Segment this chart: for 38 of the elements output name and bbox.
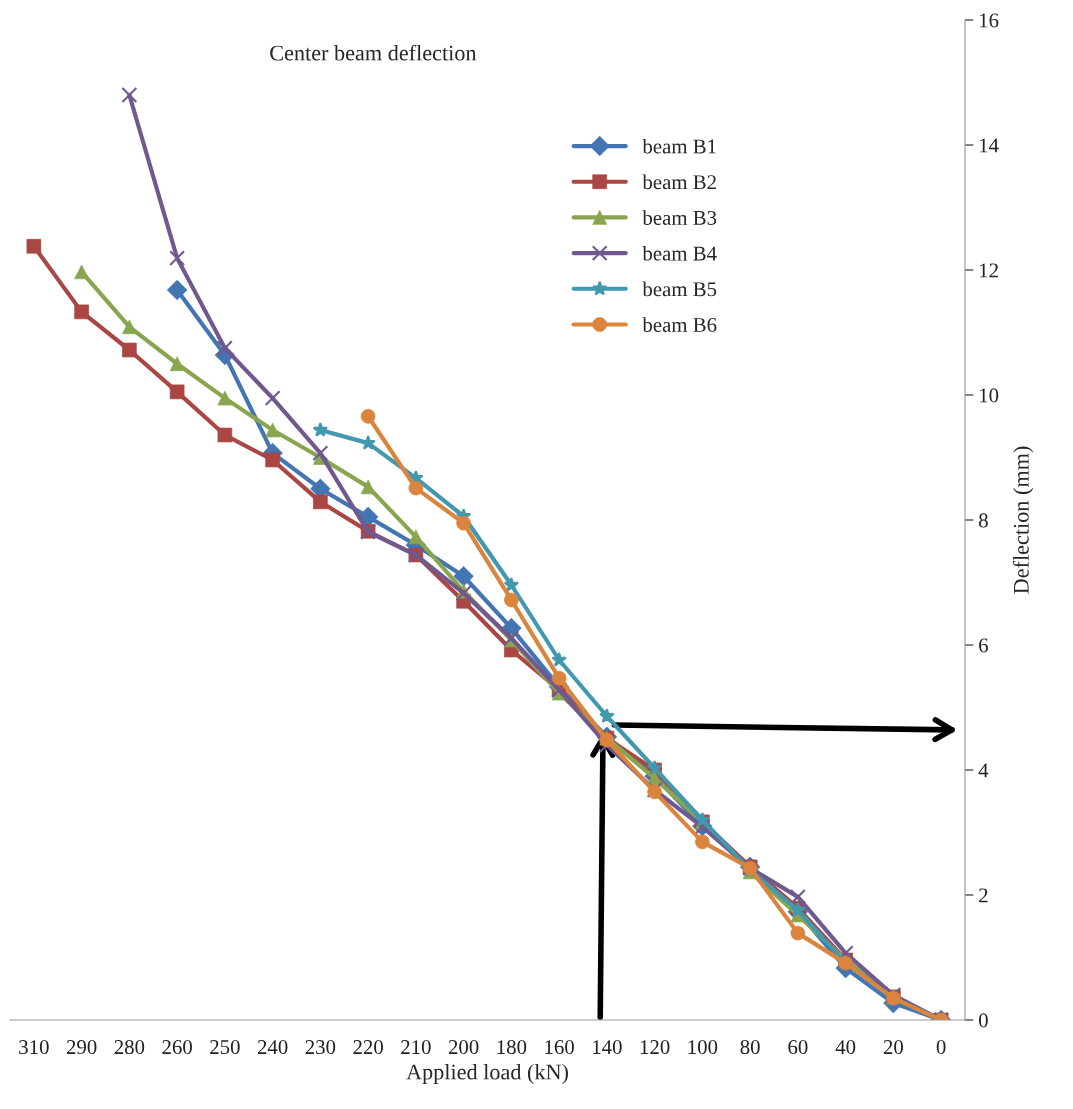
x-tick-label: 100 xyxy=(688,1040,718,1055)
legend-label: beam B5 xyxy=(642,281,717,297)
y-tick-label: 12 xyxy=(980,263,998,278)
legend-label: beam B4 xyxy=(642,245,717,261)
y-tick-label: 6 xyxy=(979,638,988,653)
text: Center beam deflection xyxy=(270,44,477,61)
legend-label: beam B1 xyxy=(642,138,716,154)
x-tick-label: 0 xyxy=(936,1040,946,1055)
y-tick-label: 8 xyxy=(978,513,988,528)
y-tick-label: 0 xyxy=(978,1013,988,1028)
y-tick-label: 4 xyxy=(978,763,989,778)
x-tick-label: 20 xyxy=(883,1040,903,1055)
x-tick-label: 40 xyxy=(835,1040,856,1055)
x-tick-label: 210 xyxy=(401,1040,431,1055)
x-tick-label: 60 xyxy=(788,1040,808,1055)
legend-label: beam B6 xyxy=(642,317,717,332)
y-axis-title: Deflection (mm) xyxy=(1012,446,1034,594)
x-tick-label: 240 xyxy=(257,1040,288,1055)
x-tick-label: 280 xyxy=(114,1040,145,1055)
y-tick-label: 2 xyxy=(979,888,988,903)
y-tick-label: 10 xyxy=(980,388,999,403)
x-tick-label: 120 xyxy=(640,1040,670,1055)
y-tick-label: 14 xyxy=(980,138,999,153)
x-tick-label: 290 xyxy=(66,1040,97,1055)
y-tick-label: 16 xyxy=(980,13,999,28)
x-tick-label: 160 xyxy=(545,1040,574,1055)
legend-label: beam B3 xyxy=(642,210,717,225)
x-tick-label: 140 xyxy=(593,1040,622,1055)
x-tick-label: 180 xyxy=(497,1040,527,1055)
x-tick-label: 310 xyxy=(19,1040,49,1055)
x-tick-label: 250 xyxy=(210,1040,240,1055)
x-axis-title: Applied load (kN) xyxy=(406,1063,568,1085)
legend-label: beam B2 xyxy=(642,174,716,190)
x-tick-label: 200 xyxy=(448,1040,479,1055)
x-tick-label: 80 xyxy=(740,1040,760,1055)
x-tick-label: 220 xyxy=(353,1040,383,1055)
x-tick-label: 230 xyxy=(305,1040,336,1055)
x-tick-label: 260 xyxy=(162,1040,192,1055)
